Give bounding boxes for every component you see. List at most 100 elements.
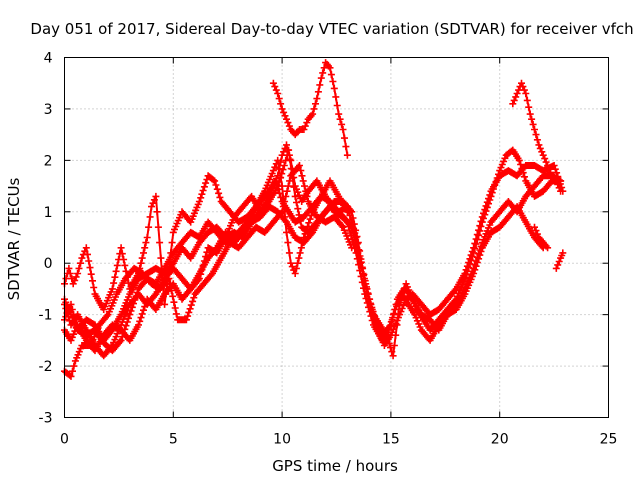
data-point [295,254,303,262]
data-point [301,230,309,238]
data-point [471,239,479,247]
data-point [353,233,361,240]
data-point [467,251,475,259]
data-point [477,248,485,255]
data-point [195,275,203,283]
data-point [167,286,175,294]
data-point [373,322,380,330]
data-point [110,279,118,287]
data-point [336,115,344,123]
data-point [314,88,322,96]
data-point [350,220,358,228]
data-point [167,249,175,257]
data-point [264,199,272,207]
data-point [545,165,553,173]
data-point [171,304,179,312]
data-point [550,162,558,169]
data-point [482,202,490,210]
data-point [150,196,158,204]
data-point [512,93,520,101]
data-point [202,253,210,261]
data-point [339,126,347,133]
series-track-e [61,162,356,380]
data-point [69,367,76,375]
data-point [82,244,90,252]
data-point [149,199,157,207]
y-tick-label: 4 [44,51,53,67]
data-point [271,163,279,171]
data-point [86,264,94,272]
data-point [135,270,142,277]
data-point [310,105,318,113]
data-point [209,176,217,184]
data-point [68,306,76,313]
data-point [319,69,327,77]
data-point [281,213,289,221]
data-point [309,110,317,118]
data-point [538,148,546,156]
data-point [366,300,374,308]
data-point [66,270,74,277]
data-point [343,218,351,226]
data-point [301,122,309,130]
data-point [461,270,469,277]
data-point [143,234,151,241]
data-point [335,110,343,118]
data-point [293,199,300,206]
data-point [118,250,126,258]
data-point [189,297,197,305]
data-point [125,279,132,287]
data-point [280,148,288,156]
data-point [111,273,119,281]
data-point [203,248,211,256]
y-tick-label: 3 [44,102,53,118]
x-tick-label: 5 [169,432,178,448]
data-point [278,105,286,113]
data-point [462,266,470,274]
data-point [194,276,202,284]
data-point [551,165,559,173]
data-point [117,336,125,344]
data-point [307,212,315,219]
data-point [298,172,306,180]
data-point [525,103,533,111]
data-point [332,93,340,101]
series-track-i [531,223,552,252]
data-point [274,90,282,97]
data-point [136,264,144,272]
x-tick-label: 15 [382,432,400,448]
data-point [300,126,308,133]
data-point [70,362,78,370]
data-point [341,134,348,142]
data-point [154,223,162,231]
data-point [72,321,80,329]
x-tick-labels: 0 5 10 15 20 25 [60,432,617,448]
data-point [523,96,531,104]
data-point [465,259,473,266]
data-point [170,298,178,306]
data-point [283,115,290,123]
data-point [535,141,543,149]
series-track-g [269,59,351,159]
data-point [285,122,293,130]
data-point [304,223,312,230]
data-point [141,244,149,252]
data-point [371,318,379,326]
data-point [200,257,208,265]
data-point [390,310,398,318]
data-point [286,177,294,185]
data-point [528,115,536,123]
data-point [66,371,74,379]
data-point [357,255,365,263]
data-point [272,160,280,168]
data-point [122,322,130,330]
data-point [518,79,525,87]
data-point [182,316,190,324]
data-point [187,301,195,309]
data-point [213,185,221,193]
data-point [125,314,132,322]
data-point [555,184,563,192]
data-point [297,167,305,175]
y-tick-labels: -3 -2 -1 0 1 2 3 4 [39,51,53,427]
